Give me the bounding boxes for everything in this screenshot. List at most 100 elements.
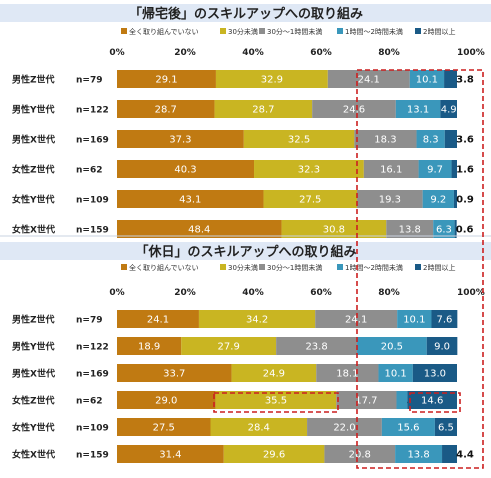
bar-segment <box>336 391 397 409</box>
category-label: 女性Z世代 <box>12 395 55 407</box>
category-label: 女性X世代 <box>12 224 55 236</box>
bar-segment <box>117 418 211 436</box>
x-tick-label: 0% <box>109 48 124 58</box>
data-label: 6.5 <box>438 423 454 434</box>
bar-segment <box>454 220 457 238</box>
data-label: 40.3 <box>174 165 196 176</box>
data-label: 48.4 <box>188 225 210 236</box>
bar-segment <box>276 337 358 355</box>
legend-label-2: 30分未満 <box>228 263 258 272</box>
data-label: 18.3 <box>374 135 396 146</box>
data-label: 28.4 <box>248 423 270 434</box>
data-label: 8.3 <box>423 135 439 146</box>
legend-swatch-5 <box>415 264 421 270</box>
x-tick-label: 20% <box>174 288 196 298</box>
legend-swatch-1 <box>121 28 127 34</box>
x-tick-label: 40% <box>242 48 264 58</box>
legend-label-2: 30分未満 <box>228 27 258 36</box>
x-tick-label: 80% <box>378 48 400 58</box>
data-label: 0.6 <box>456 225 474 236</box>
bar-segment <box>395 445 443 463</box>
bar-segment <box>215 70 328 88</box>
data-label: 13.1 <box>407 105 429 116</box>
data-label: 0.9 <box>456 195 474 206</box>
data-label: 24.1 <box>358 75 380 86</box>
sample-size-label: n=122 <box>76 343 109 353</box>
bar-segment <box>181 337 277 355</box>
legend-swatch-3 <box>259 28 265 34</box>
category-label: 男性X世代 <box>12 368 55 380</box>
bar-segment <box>418 160 452 178</box>
data-label: 6.3 <box>436 225 452 236</box>
sample-size-label: n=62 <box>76 166 102 176</box>
x-tick-label: 40% <box>242 288 264 298</box>
data-label: 27.5 <box>153 423 175 434</box>
bar-segment <box>214 100 313 118</box>
bar-segment <box>117 70 216 88</box>
bar-segment <box>354 130 417 148</box>
data-label: 28.7 <box>155 105 177 116</box>
bar-segment <box>316 364 379 382</box>
bar-segment <box>327 70 410 88</box>
bar-segment <box>357 190 423 208</box>
bar-segment <box>117 391 216 409</box>
bar-segment <box>440 100 457 118</box>
bar-segment <box>431 310 458 328</box>
data-label: 13.0 <box>424 369 446 380</box>
bar-segment <box>395 100 441 118</box>
bar-segment <box>210 418 308 436</box>
bar-segment <box>426 337 458 355</box>
data-label: 35.5 <box>265 396 287 407</box>
data-label: 13.8 <box>399 225 421 236</box>
bar-segment <box>444 70 457 88</box>
data-label: 9.0 <box>434 342 450 353</box>
x-tick-label: 80% <box>378 288 400 298</box>
data-label: 24.1 <box>147 315 169 326</box>
data-label: 10.1 <box>403 315 425 326</box>
category-label: 女性Z世代 <box>12 164 55 176</box>
data-label: 15.6 <box>397 423 419 434</box>
sample-size-label: n=159 <box>76 226 109 236</box>
highlight-box-x-segments <box>356 69 484 469</box>
legend-label-5: 2時間以上 <box>423 27 455 36</box>
data-label: 43.1 <box>179 195 201 206</box>
data-label: 28.7 <box>252 105 274 116</box>
legend-label-3: 30分～1時間未満 <box>267 263 322 272</box>
bar-segment <box>117 190 264 208</box>
legend-label-5: 2時間以上 <box>423 263 455 272</box>
bar-segment <box>451 160 457 178</box>
category-label: 男性Z世代 <box>12 74 55 86</box>
bar-segment <box>412 364 457 382</box>
bar-segment <box>243 130 355 148</box>
bar-segment <box>117 445 224 463</box>
bar-segment <box>117 337 182 355</box>
data-label: 31.4 <box>159 450 181 461</box>
data-label: 17.7 <box>355 396 377 407</box>
category-label: 女性X世代 <box>12 449 55 461</box>
legend-label-4: 1時間～2時間未満 <box>345 27 403 36</box>
chart-title-band <box>0 242 491 260</box>
legend-swatch-4 <box>337 264 343 270</box>
bar-segment <box>433 220 455 238</box>
category-label: 男性Z世代 <box>12 314 55 326</box>
data-label: 27.5 <box>299 195 321 206</box>
bar-segment <box>312 100 396 118</box>
chart-title: 「帰宅後」のスキルアップへの取り組み <box>129 6 363 22</box>
x-tick-label: 60% <box>310 48 332 58</box>
data-label: 32.3 <box>298 165 320 176</box>
bar-segment <box>198 310 316 328</box>
sample-size-label: n=62 <box>76 397 102 407</box>
bar-segment <box>397 310 432 328</box>
data-label: 13.8 <box>407 450 429 461</box>
category-label: 男性Y世代 <box>12 104 55 116</box>
bar-segment <box>453 190 457 208</box>
data-label: 24.9 <box>263 369 285 380</box>
highlight-box-z-30min <box>213 392 339 413</box>
bar-segment <box>117 310 199 328</box>
bar-segment <box>281 220 387 238</box>
x-tick-label: 60% <box>310 288 332 298</box>
bar-segment <box>416 130 445 148</box>
data-label: 32.9 <box>261 75 283 86</box>
bar-segment <box>117 100 215 118</box>
